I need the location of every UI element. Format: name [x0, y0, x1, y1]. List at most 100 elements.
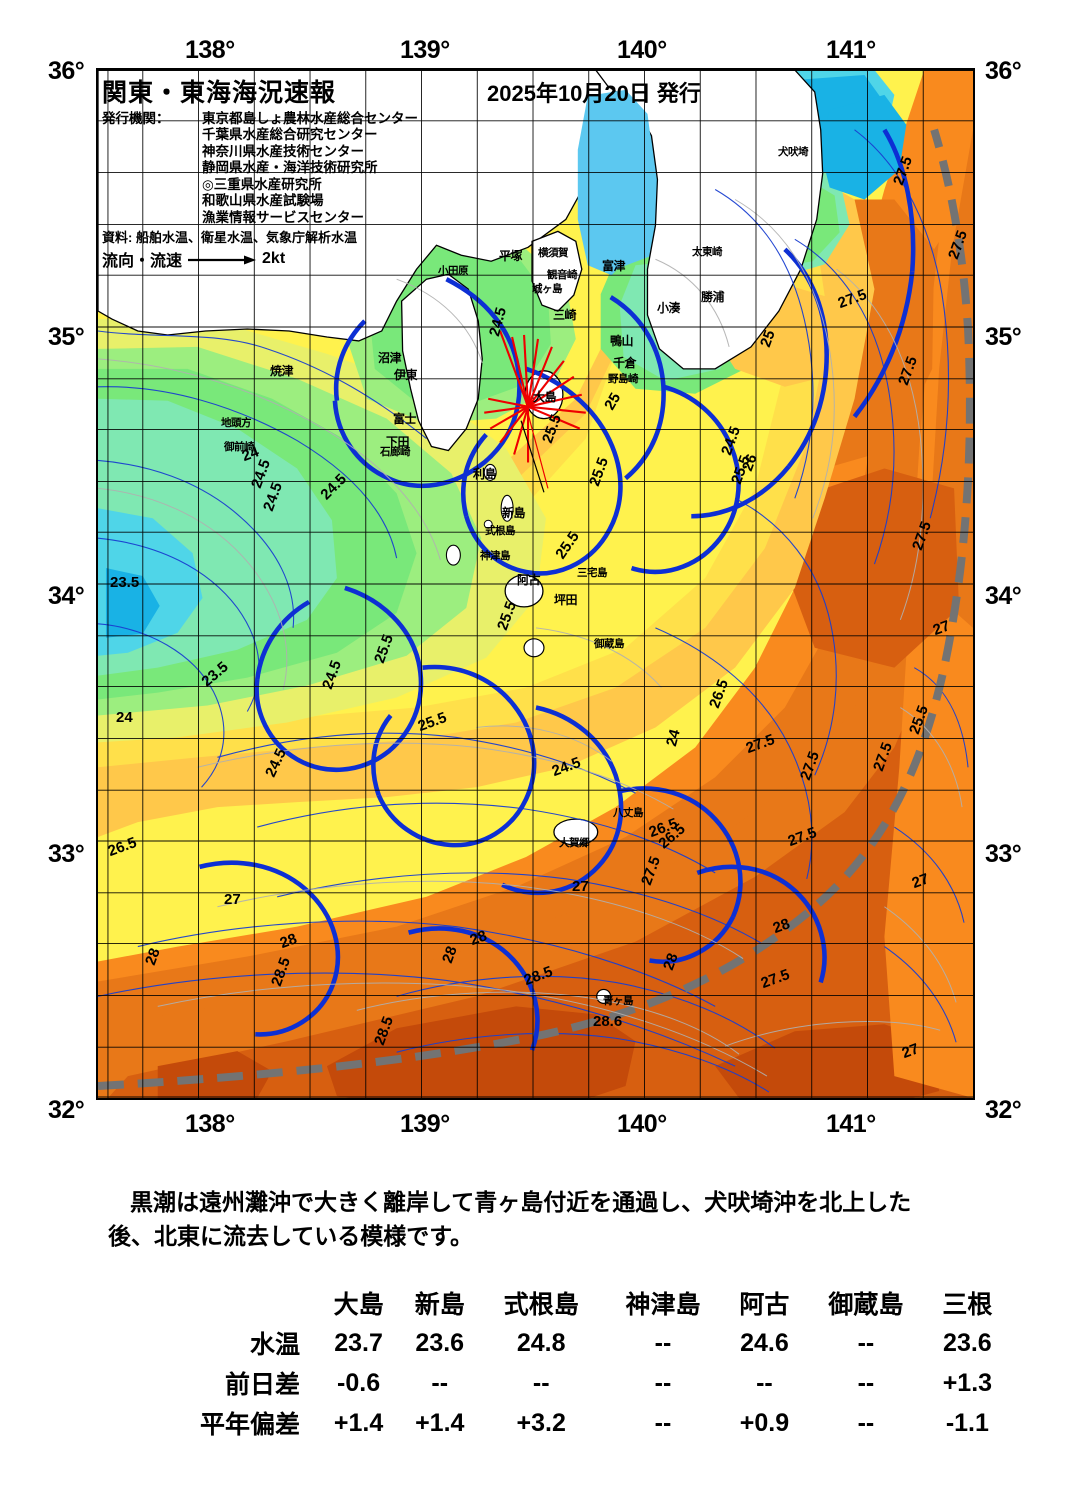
place-label: 八丈島 — [613, 807, 644, 819]
lat-tick-left-32: 32° — [48, 1096, 85, 1124]
table-cell: +1.3 — [942, 1368, 993, 1397]
column-header: 阿古 — [739, 1291, 790, 1319]
lon-tick-top-138: 138° — [185, 36, 235, 64]
table-cell: -1.1 — [945, 1408, 989, 1437]
column-header: 大島 — [333, 1291, 384, 1319]
place-label: 青ヶ島 — [603, 995, 634, 1007]
place-label: 平塚 — [499, 249, 523, 263]
place-label: 御蔵島 — [594, 638, 625, 650]
place-label: 御前崎 — [224, 441, 255, 453]
sst-map[interactable]: 関東・東海海況速報 2025年10月20日 発行 発行機関： 東京都島しょ農林水… — [96, 68, 975, 1100]
table-cell: -0.6 — [337, 1368, 381, 1397]
table-row: 平年偏差 +1.4 +1.4 +3.2 -- +0.9 -- -1.1 — [108, 1403, 1008, 1443]
lat-tick-left-34: 34° — [48, 582, 85, 610]
row-header: 前日差 — [224, 1371, 300, 1399]
comment-line-2: 後、北東に流去している模様です。 — [108, 1223, 474, 1250]
place-label: 野島崎 — [608, 373, 639, 385]
column-header: 式根島 — [503, 1291, 579, 1319]
contour-label: 27 — [572, 878, 589, 895]
column-header: 新島 — [414, 1291, 465, 1319]
place-label: 沼津 — [378, 351, 402, 365]
lat-tick-left-33: 33° — [48, 840, 85, 868]
lat-tick-right-34: 34° — [985, 582, 1022, 610]
lon-tick-top-140: 140° — [617, 36, 667, 64]
table-cell: +1.4 — [415, 1408, 465, 1437]
place-label: 横須賀 — [538, 247, 569, 259]
place-label: 三崎 — [553, 308, 577, 322]
row-header: 水温 — [249, 1331, 300, 1359]
sst-map-canvas — [98, 70, 973, 1098]
kuroshio-comment: 黒潮は遠州灘沖で大きく離岸して青ヶ島付近を通過し、犬吠埼沖を北上した 後、北東に… — [108, 1185, 1008, 1253]
table-cell: +0.9 — [739, 1408, 790, 1437]
lon-tick-bottom-138: 138° — [185, 1110, 235, 1138]
table-header-row: 大島 新島 式根島 神津島 阿古 御蔵島 三根 — [108, 1283, 1008, 1323]
table-row: 前日差 -0.6 -- -- -- -- -- +1.3 — [108, 1363, 1008, 1403]
place-label: 三宅島 — [577, 567, 608, 579]
contour-label: 24 — [663, 727, 684, 749]
lat-tick-right-36: 36° — [985, 57, 1022, 85]
column-header: 御蔵島 — [828, 1291, 904, 1319]
row-header: 平年偏差 — [199, 1411, 300, 1439]
table-cell: 24.6 — [740, 1328, 789, 1357]
place-label: 利島 — [473, 467, 497, 481]
lon-tick-top-141: 141° — [826, 36, 876, 64]
place-label: 阿古 — [517, 573, 541, 587]
place-label: 勝浦 — [701, 290, 725, 304]
place-label: 観音崎 — [547, 269, 578, 281]
lat-tick-left-36: 36° — [48, 57, 85, 85]
place-label: 坪田 — [554, 593, 578, 607]
place-label: 式根島 — [485, 525, 516, 537]
place-label: 新島 — [502, 506, 526, 520]
table-cell: +1.4 — [333, 1408, 384, 1437]
lon-tick-top-139: 139° — [400, 36, 450, 64]
table-cell: -- — [532, 1368, 550, 1397]
place-label: 富士 — [393, 412, 417, 426]
lat-tick-left-35: 35° — [48, 323, 85, 351]
lat-tick-right-33: 33° — [985, 840, 1022, 868]
place-label: 鴨山 — [610, 334, 634, 348]
table-cell: 23.6 — [415, 1328, 465, 1357]
contour-label: 27 — [224, 891, 241, 908]
current-vector-fan — [484, 330, 586, 463]
place-label: 焼津 — [270, 364, 294, 378]
contour-label: 24 — [116, 709, 133, 726]
place-label: 犬吠埼 — [778, 146, 809, 158]
table-cell: 24.8 — [516, 1328, 566, 1357]
table-cell: -- — [857, 1368, 875, 1397]
place-label: 千倉 — [613, 356, 637, 370]
table-cell: 23.6 — [943, 1328, 992, 1357]
lat-tick-right-35: 35° — [985, 323, 1022, 351]
contour-label: 28.6 — [593, 1013, 623, 1030]
table-row: 水温 23.7 23.6 24.8 -- 24.6 -- 23.6 — [108, 1323, 1008, 1363]
place-label: 下田 — [386, 435, 410, 449]
station-observation-table: 大島 新島 式根島 神津島 阿古 御蔵島 三根 水温 23.7 23.6 24.… — [108, 1283, 1008, 1443]
place-label: 太東崎 — [692, 246, 723, 258]
table-cell: -- — [654, 1328, 672, 1357]
table-cell: +3.2 — [516, 1408, 566, 1437]
comment-line-1: 黒潮は遠州灘沖で大きく離岸して青ヶ島付近を通過し、犬吠埼沖を北上した — [130, 1189, 912, 1215]
table-cell: 23.7 — [334, 1328, 383, 1357]
place-label: 大島 — [533, 390, 557, 404]
lat-tick-right-32: 32° — [985, 1096, 1022, 1124]
place-label: 地頭方 — [221, 417, 252, 429]
column-header: 三根 — [942, 1291, 993, 1319]
table-corner-cell — [108, 1283, 318, 1323]
place-label: 神津島 — [480, 550, 511, 562]
place-label: 大賀郷 — [559, 837, 590, 849]
table-cell: -- — [654, 1408, 672, 1437]
table-cell: -- — [654, 1368, 672, 1397]
lon-tick-bottom-139: 139° — [400, 1110, 450, 1138]
lon-tick-bottom-140: 140° — [617, 1110, 667, 1138]
place-label: 小湊 — [657, 301, 681, 315]
place-label: 石廊崎 — [380, 446, 411, 458]
table-cell: -- — [756, 1368, 773, 1397]
place-label: 伊東 — [394, 368, 418, 382]
table-cell: -- — [431, 1368, 449, 1397]
column-header: 神津島 — [625, 1291, 701, 1319]
lon-tick-bottom-141: 141° — [826, 1110, 876, 1138]
place-label: 富津 — [602, 259, 626, 273]
contour-label: 23.5 — [110, 574, 140, 591]
place-label: 小田原 — [438, 265, 469, 277]
table-cell: -- — [857, 1328, 875, 1357]
